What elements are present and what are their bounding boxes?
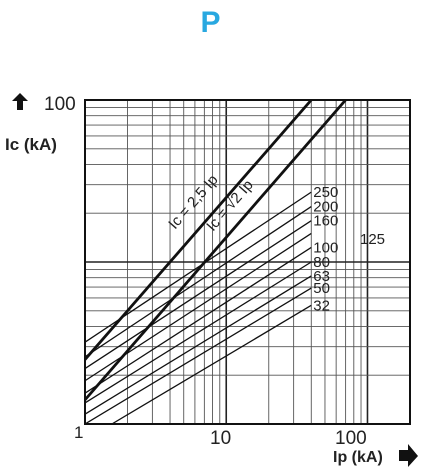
series-line-32 xyxy=(111,304,312,424)
plot-frame xyxy=(84,99,411,425)
series-label-160: 160 xyxy=(313,213,338,230)
y-axis-arrow-icon xyxy=(12,93,28,110)
series-line-125 xyxy=(85,232,312,382)
x-axis-arrow-icon xyxy=(399,444,418,467)
series-layer xyxy=(85,100,347,424)
series-label-50: 50 xyxy=(313,280,330,297)
x-tick-label-1: 1 xyxy=(74,423,83,442)
series-line-50 xyxy=(85,287,312,424)
series-line-63 xyxy=(85,275,312,415)
series-label-200: 200 xyxy=(313,199,338,216)
series-label-250: 250 xyxy=(313,184,338,201)
grid xyxy=(85,100,410,424)
y-axis-label: Ic (kA) xyxy=(5,135,57,154)
x-tick-label-100: 100 xyxy=(335,428,367,449)
series-label-100: 100 xyxy=(313,239,338,256)
series-line-100 xyxy=(85,246,312,394)
series-line-160 xyxy=(85,220,312,370)
series-label-125: 125 xyxy=(360,231,385,248)
series-label-32: 32 xyxy=(313,297,330,314)
x-tick-label-10: 10 xyxy=(210,428,231,449)
y-tick-label-100: 100 xyxy=(44,94,76,115)
boundary-line xyxy=(85,100,347,401)
x-axis-label: Ip (kA) xyxy=(333,449,383,466)
series-line-250 xyxy=(85,191,312,343)
series-label-63: 63 xyxy=(313,268,330,285)
series-label-80: 80 xyxy=(313,254,330,271)
series-line-80 xyxy=(85,261,312,404)
series-line-200 xyxy=(85,205,312,358)
page-title: P xyxy=(200,6,221,39)
boundary-line xyxy=(85,100,313,361)
